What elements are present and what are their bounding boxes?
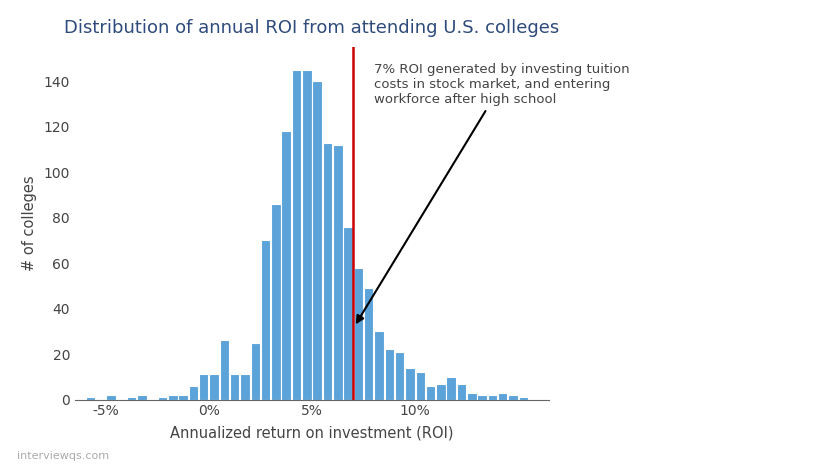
Bar: [86, 397, 95, 400]
Bar: [261, 240, 270, 400]
Bar: [281, 131, 291, 400]
Bar: [271, 204, 280, 400]
Bar: [210, 375, 219, 400]
Bar: [189, 386, 198, 400]
Bar: [292, 70, 301, 400]
Bar: [436, 384, 446, 400]
Bar: [250, 343, 260, 400]
Bar: [323, 142, 332, 400]
Bar: [168, 395, 177, 400]
Bar: [240, 375, 250, 400]
Bar: [333, 145, 343, 400]
Bar: [220, 340, 229, 400]
Bar: [106, 395, 116, 400]
Bar: [415, 372, 425, 400]
Bar: [374, 331, 384, 400]
Bar: [199, 375, 209, 400]
Bar: [405, 368, 414, 400]
Bar: [126, 397, 136, 400]
Bar: [395, 352, 404, 400]
Bar: [354, 267, 363, 400]
Bar: [518, 397, 528, 400]
Bar: [384, 350, 394, 400]
Text: 7% ROI generated by investing tuition
costs in stock market, and entering
workfo: 7% ROI generated by investing tuition co…: [357, 63, 630, 322]
Bar: [178, 395, 188, 400]
Bar: [457, 384, 466, 400]
Bar: [498, 392, 508, 400]
Bar: [447, 377, 456, 399]
Bar: [344, 227, 353, 400]
Bar: [302, 70, 312, 400]
Bar: [426, 386, 435, 400]
Bar: [508, 395, 518, 400]
Bar: [137, 395, 146, 400]
Text: interviewqs.com: interviewqs.com: [17, 451, 109, 461]
Bar: [364, 288, 374, 400]
X-axis label: Annualized return on investment (ROI): Annualized return on investment (ROI): [171, 425, 453, 440]
Bar: [467, 392, 477, 400]
Bar: [158, 397, 167, 400]
Bar: [230, 375, 240, 400]
Bar: [478, 395, 487, 400]
Y-axis label: # of colleges: # of colleges: [22, 175, 37, 271]
Title: Distribution of annual ROI from attending U.S. colleges: Distribution of annual ROI from attendin…: [64, 19, 560, 37]
Bar: [488, 395, 498, 400]
Bar: [312, 81, 322, 400]
